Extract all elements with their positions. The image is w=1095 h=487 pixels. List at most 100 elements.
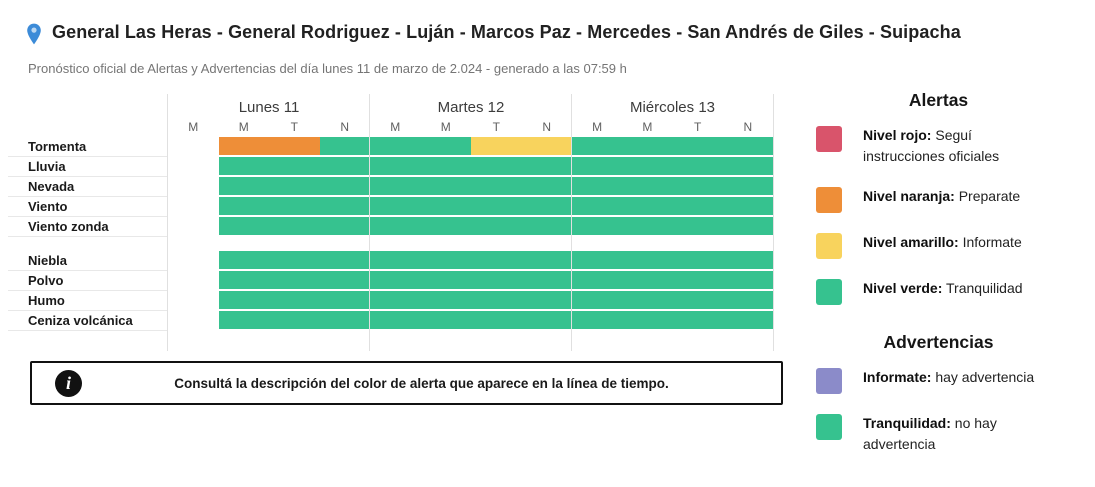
row-label: Ceniza volcánica (8, 311, 168, 331)
legend-item: Tranquilidad: no hay advertencia (816, 413, 1061, 455)
green-level-cell (319, 137, 370, 157)
empty-cell (168, 137, 219, 157)
green-level-cell (622, 137, 673, 157)
orange-level-cell (218, 137, 269, 157)
empty-cell (168, 217, 219, 237)
period-label: T (693, 120, 702, 134)
green-level-cell (622, 291, 673, 311)
green-level-cell (521, 197, 572, 217)
green-level-cell (319, 291, 370, 311)
green-level-cell (319, 197, 370, 217)
green-level-cell (572, 217, 623, 237)
green-level-cell (672, 217, 723, 237)
green-level-cell (622, 157, 673, 177)
green-level-cell (269, 217, 320, 237)
green-swatch (816, 279, 842, 305)
green-level-cell (722, 137, 773, 157)
day-cells (167, 177, 370, 197)
table-row: Tormenta (8, 137, 778, 157)
green-level-cell (672, 271, 723, 291)
day-cells (571, 137, 774, 157)
purple-swatch (816, 368, 842, 394)
green-level-cell (521, 251, 572, 271)
green-level-cell (269, 157, 320, 177)
green-level-cell (622, 311, 673, 331)
day-cells (571, 157, 774, 177)
legend-item: Nivel amarillo: Informate (816, 232, 1061, 259)
empty-cell (168, 251, 219, 271)
legend-advertencias-items: Informate: hay advertencia Tranquilidad: … (816, 367, 1061, 455)
legend-item: Nivel naranja: Preparate (816, 186, 1061, 213)
red-swatch (816, 126, 842, 152)
chart-header-row: Lunes 11 M M T N Martes 12 M M T N Miércoles 13 M M T… (8, 94, 778, 137)
green-level-cell (218, 271, 269, 291)
day-cells (369, 271, 572, 291)
day-cells (369, 137, 572, 157)
green-level-cell (722, 251, 773, 271)
day-cells (369, 177, 572, 197)
green-level-cell (420, 271, 471, 291)
day-cells (167, 271, 370, 291)
green-level-cell (672, 177, 723, 197)
chart-header-label-spacer (8, 94, 168, 137)
period-label: M (592, 120, 603, 134)
legend-item-text: Tranquilidad: no hay advertencia (863, 415, 997, 452)
green-level-cell (420, 291, 471, 311)
row-label: Humo (8, 291, 168, 311)
green-level-cell (218, 197, 269, 217)
yellow-swatch (816, 233, 842, 259)
green-level-cell (672, 137, 723, 157)
period-label: T (492, 120, 500, 134)
empty-cell (168, 271, 219, 291)
green-level-cell (420, 157, 471, 177)
row-label: Tormenta (8, 137, 168, 157)
green-level-cell (319, 217, 370, 237)
page-header: General Las Heras - General Rodriguez - … (26, 22, 961, 45)
day-header: Lunes 11 M M T N (167, 94, 370, 137)
day-cells (167, 137, 370, 157)
green-level-cell (722, 157, 773, 177)
day-cells (369, 311, 572, 331)
green-level-cell (218, 311, 269, 331)
green-level-cell (572, 251, 623, 271)
green-level-cell (370, 157, 421, 177)
green-level-cell (471, 311, 522, 331)
table-row: Lluvia (8, 157, 778, 177)
day-cells (571, 177, 774, 197)
green-level-cell (420, 251, 471, 271)
green-level-cell (672, 251, 723, 271)
green-level-cell (622, 217, 673, 237)
green-level-cell (572, 177, 623, 197)
green-level-cell (370, 291, 421, 311)
orange-level-cell (269, 137, 320, 157)
green-level-cell (218, 177, 269, 197)
green-level-cell (521, 157, 572, 177)
empty-cell (168, 311, 219, 331)
table-row: Viento zonda (8, 217, 778, 237)
period-label: N (743, 120, 753, 134)
legend-item-text: Nivel rojo: Seguí instrucciones oficiale… (863, 127, 1000, 164)
legend-item-text: Nivel naranja: Preparate (863, 188, 1021, 204)
legend-item: Nivel verde: Tranquilidad (816, 278, 1061, 305)
day-header-label: Martes 12 (437, 99, 505, 116)
green-level-cell (471, 157, 522, 177)
day-cells (571, 217, 774, 237)
green-level-cell (269, 177, 320, 197)
green-level-cell (722, 197, 773, 217)
day-cells (571, 291, 774, 311)
period-label: T (290, 120, 298, 134)
location-pin-icon (27, 23, 41, 45)
green-level-cell (471, 197, 522, 217)
green-level-cell (471, 291, 522, 311)
day-header-label: Miércoles 13 (629, 99, 716, 116)
green-level-cell (420, 137, 471, 157)
green-level-cell (672, 291, 723, 311)
period-label: N (542, 120, 552, 134)
green-level-cell (672, 311, 723, 331)
empty-cell (168, 291, 219, 311)
green-level-cell (521, 311, 572, 331)
day-header: Martes 12 M M T N (369, 94, 572, 137)
